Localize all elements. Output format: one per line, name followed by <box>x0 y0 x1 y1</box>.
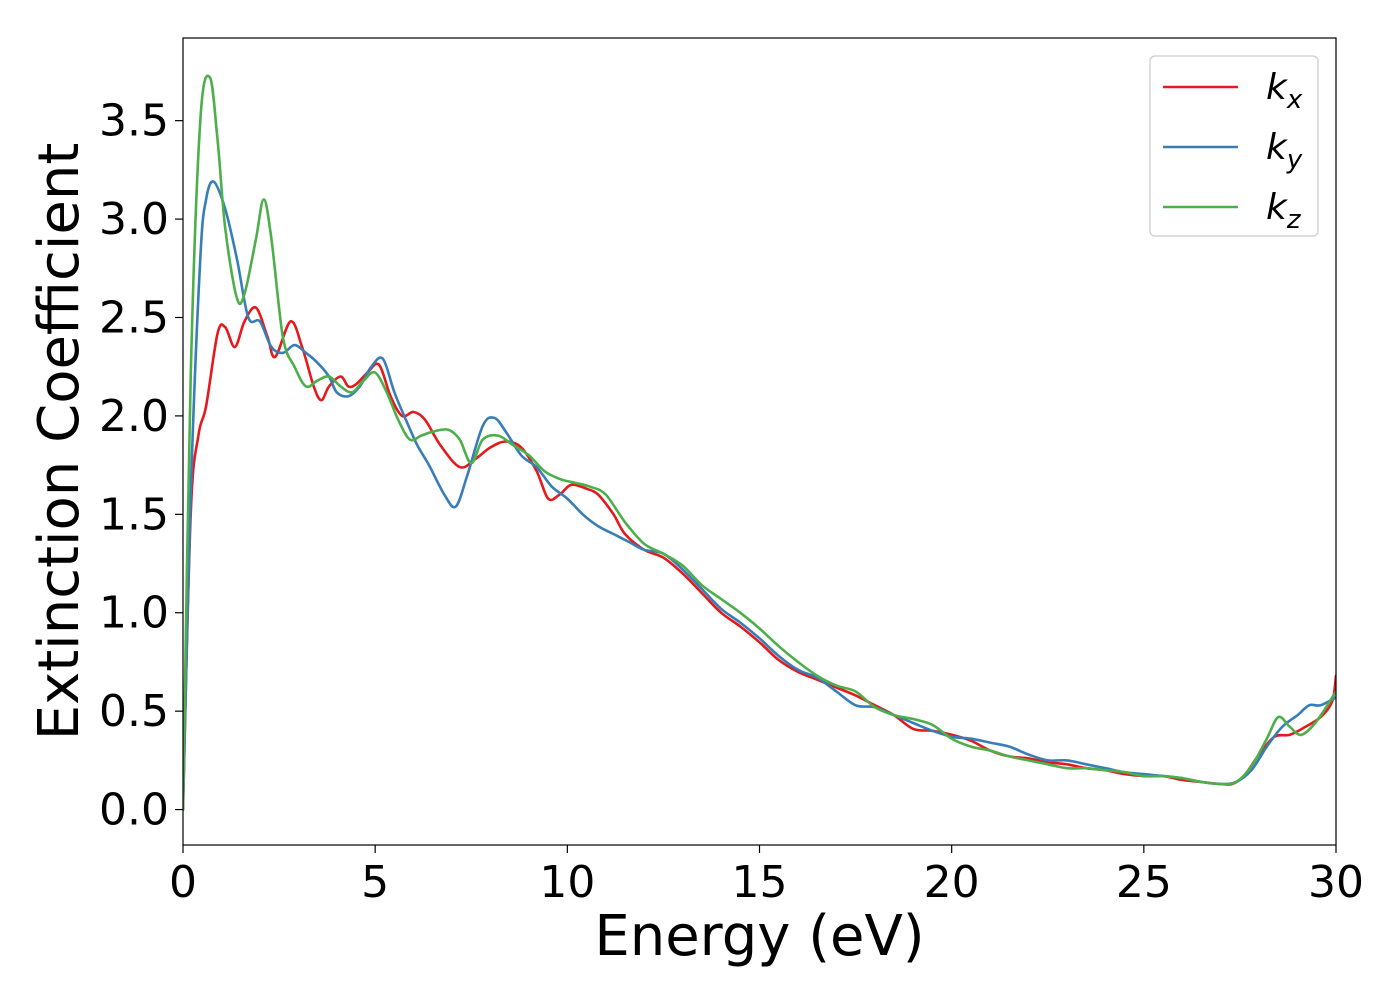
y-tick-label: 2.5 <box>99 292 169 343</box>
y-tick-label: 1.5 <box>99 489 169 540</box>
y-axis: 0.0 0.5 1.0 1.5 2.0 2.5 3.0 3.5 <box>99 96 183 836</box>
legend-label-subscript: y <box>1286 145 1303 175</box>
legend-label-subscript: z <box>1286 205 1302 235</box>
y-tick-label: 3.0 <box>99 194 169 245</box>
x-axis-title: Energy (eV) <box>594 904 924 969</box>
legend-label-x: kx <box>1266 67 1303 115</box>
legend-label-subscript: x <box>1286 85 1303 115</box>
x-tick-label: 25 <box>1116 857 1172 908</box>
x-tick-label: 30 <box>1308 857 1364 908</box>
y-tick-label: 3.5 <box>99 96 169 147</box>
x-tick-label: 10 <box>539 857 595 908</box>
series-layer <box>183 74 1336 811</box>
legend-label-z: kz <box>1266 187 1302 235</box>
legend-label-base: k <box>1266 187 1289 228</box>
x-tick-label: 15 <box>732 857 788 908</box>
x-tick-label: 5 <box>361 857 389 908</box>
y-tick-label: 0.0 <box>99 785 169 836</box>
y-tick-label: 2.0 <box>99 391 169 442</box>
y-tick-label: 0.5 <box>99 686 169 737</box>
x-axis: 0 5 10 15 20 25 30 <box>169 845 1364 908</box>
x-tick-label: 20 <box>924 857 980 908</box>
x-tick-label: 0 <box>169 857 197 908</box>
legend-label-y: ky <box>1266 127 1303 175</box>
plot-area <box>182 37 1337 846</box>
legend-label-base: k <box>1266 127 1289 168</box>
legend-label-base: k <box>1266 67 1289 108</box>
y-axis-title: Extinction Coefficient <box>27 143 92 741</box>
y-tick-label: 1.0 <box>99 588 169 639</box>
series-line-z <box>183 74 1336 811</box>
